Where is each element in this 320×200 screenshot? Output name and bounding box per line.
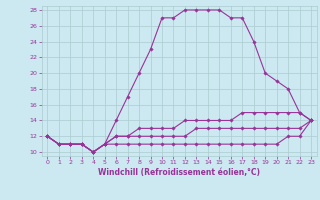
- X-axis label: Windchill (Refroidissement éolien,°C): Windchill (Refroidissement éolien,°C): [98, 168, 260, 177]
